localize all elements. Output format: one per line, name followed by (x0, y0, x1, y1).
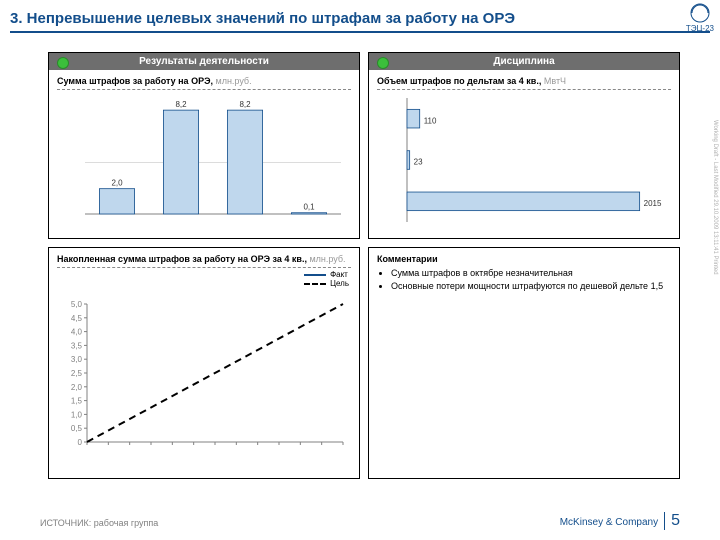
svg-text:2,0: 2,0 (71, 383, 83, 392)
svg-text:4,0: 4,0 (71, 328, 83, 337)
svg-text:110: 110 (424, 116, 437, 125)
svg-text:23: 23 (414, 158, 423, 167)
panel-comments: Комментарии Сумма штрафов в октябре незн… (368, 247, 680, 479)
comments-title: Комментарии (377, 254, 671, 264)
logo-area: ТЭЦ-23 (686, 2, 714, 33)
legend: Факт Цель (304, 270, 349, 288)
panel-discipline-header-text: Дисциплина (493, 56, 554, 67)
footer-source: ИСТОЧНИК: рабочая группа (40, 518, 158, 528)
panel-accum-body: Накопленная сумма штрафов за работу на О… (49, 248, 359, 471)
divider (57, 89, 351, 90)
panel-discipline-body: Объем штрафов по дельтам за 4 кв., МвтЧ … (369, 70, 679, 243)
title-bar: 3. Непревышение целевых значений по штра… (10, 10, 710, 33)
page-title: 3. Непревышение целевых значений по штра… (10, 10, 710, 31)
svg-text:4,5: 4,5 (71, 314, 83, 323)
svg-text:2,5: 2,5 (71, 369, 83, 378)
comments-list: Сумма штрафов в октябре незначительная Ос… (377, 268, 671, 291)
page-number: 5 (664, 512, 680, 530)
status-dot-green (57, 57, 69, 69)
side-note: Working Draft - Last Modified 29.10.2009… (712, 120, 718, 275)
chart-discipline-title: Объем штрафов по дельтам за 4 кв., МвтЧ (377, 76, 671, 86)
status-dot-green (377, 57, 389, 69)
panel-results: Результаты деятельности Сумма штрафов за… (48, 52, 360, 239)
svg-text:3,0: 3,0 (71, 355, 83, 364)
legend-fact-swatch (304, 274, 326, 276)
svg-text:2015: 2015 (644, 199, 662, 208)
comment-item: Сумма штрафов в октябре незначительная (391, 268, 671, 278)
legend-fact: Факт (304, 270, 349, 279)
logo-icon (686, 2, 714, 24)
comment-item: Основные потери мощности штрафуются по д… (391, 281, 671, 291)
chart-accum: 0 0,5 1,0 1,5 2,0 2,5 3,0 3,5 4,0 4,5 5,0 (57, 270, 351, 460)
svg-text:8,2: 8,2 (175, 100, 187, 109)
panel-results-header-text: Результаты деятельности (139, 56, 269, 67)
chart-results: 2,0 8,2 8,2 0,1 (57, 92, 351, 232)
footer-company: McKinsey & Company5 (560, 512, 680, 530)
panel-discipline: Дисциплина Объем штрафов по дельтам за 4… (368, 52, 680, 239)
svg-text:0: 0 (78, 438, 83, 447)
logo-label: ТЭЦ-23 (686, 24, 714, 33)
svg-text:5,0: 5,0 (71, 300, 83, 309)
svg-text:1,0: 1,0 (71, 410, 83, 419)
chart-discipline: 110 23 2015 (377, 92, 671, 232)
chart-accum-title: Накопленная сумма штрафов за работу на О… (57, 254, 351, 264)
svg-text:0,5: 0,5 (71, 424, 83, 433)
panel-comments-body: Комментарии Сумма штрафов в октябре незн… (369, 248, 679, 300)
legend-target: Цель (304, 279, 349, 288)
legend-target-swatch (304, 283, 326, 285)
svg-text:1,5: 1,5 (71, 397, 83, 406)
svg-text:8,2: 8,2 (239, 100, 251, 109)
svg-text:2,0: 2,0 (111, 179, 123, 188)
svg-text:3,5: 3,5 (71, 341, 83, 350)
panel-discipline-header: Дисциплина (369, 53, 679, 70)
divider (377, 89, 671, 90)
panel-results-header: Результаты деятельности (49, 53, 359, 70)
panel-results-body: Сумма штрафов за работу на ОРЭ, млн.руб.… (49, 70, 359, 243)
slide-page: 3. Непревышение целевых значений по штра… (0, 0, 720, 540)
svg-text:0,1: 0,1 (303, 203, 315, 212)
divider (57, 267, 351, 268)
panel-accum: Накопленная сумма штрафов за работу на О… (48, 247, 360, 479)
chart-results-title: Сумма штрафов за работу на ОРЭ, млн.руб. (57, 76, 351, 86)
